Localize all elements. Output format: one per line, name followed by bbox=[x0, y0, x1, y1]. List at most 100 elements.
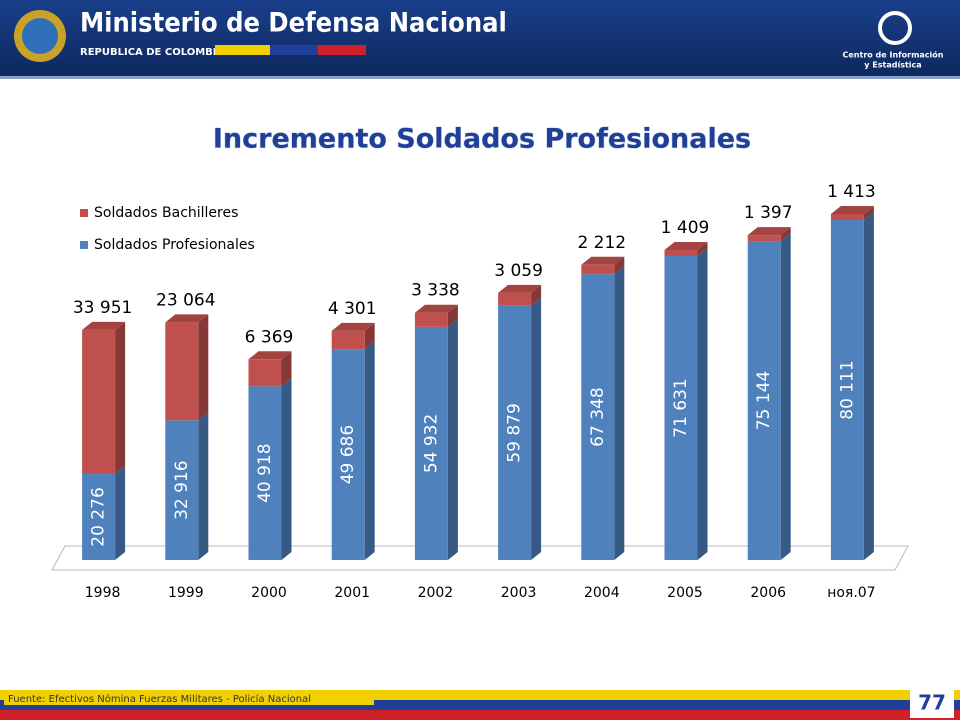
flag-red bbox=[318, 45, 366, 55]
legend-label: Soldados Profesionales bbox=[94, 237, 255, 253]
bar bbox=[414, 312, 448, 327]
footer-blue bbox=[0, 700, 960, 710]
bar-side bbox=[281, 378, 292, 560]
bar bbox=[331, 349, 365, 560]
bar-top bbox=[581, 256, 625, 265]
bar-side bbox=[115, 321, 126, 474]
bar-side bbox=[614, 256, 625, 275]
value-label: 40 918 bbox=[255, 443, 275, 502]
emblem-inner bbox=[22, 18, 58, 54]
value-label: 32 916 bbox=[172, 460, 192, 519]
bar bbox=[248, 359, 282, 387]
center-logo bbox=[878, 11, 912, 45]
flag-blue bbox=[270, 45, 318, 55]
x-tick-label: 2002 bbox=[418, 585, 454, 601]
chart-title: Incremento Soldados Profesionales bbox=[213, 124, 751, 155]
header-rule bbox=[0, 76, 960, 79]
bar bbox=[248, 386, 282, 560]
bar-side bbox=[198, 412, 209, 560]
bar-side bbox=[447, 318, 458, 560]
x-tick-label: ноя.07 bbox=[827, 585, 875, 601]
value-label: 3 059 bbox=[494, 261, 543, 281]
x-tick-label: 2006 bbox=[750, 585, 786, 601]
x-tick-label: 2003 bbox=[501, 585, 537, 601]
value-label: 80 111 bbox=[837, 360, 857, 419]
value-label: 20 276 bbox=[89, 487, 109, 546]
bar bbox=[581, 274, 615, 560]
bar-side bbox=[531, 297, 542, 560]
bar bbox=[165, 322, 199, 421]
bar-side bbox=[863, 211, 874, 560]
bar-top bbox=[414, 304, 458, 313]
page-number: 77 bbox=[918, 691, 946, 715]
x-tick-label: 2005 bbox=[667, 585, 703, 601]
bar-side bbox=[697, 247, 708, 560]
bar-top bbox=[165, 314, 209, 323]
bar-top bbox=[331, 322, 375, 331]
bar bbox=[414, 326, 448, 560]
source-box bbox=[4, 692, 374, 705]
legend-swatch bbox=[80, 209, 88, 217]
bar-side bbox=[115, 465, 126, 560]
x-tick-label: 2000 bbox=[251, 585, 287, 601]
bar-side bbox=[364, 341, 375, 560]
bar bbox=[664, 250, 698, 256]
bar bbox=[830, 214, 864, 220]
value-label: 2 212 bbox=[577, 233, 626, 253]
bar bbox=[747, 241, 781, 560]
center-name: y Estadística bbox=[864, 61, 921, 70]
country-name: REPUBLICA DE COLOMBIA bbox=[80, 47, 225, 58]
x-tick-label: 2001 bbox=[334, 585, 370, 601]
value-label: 75 144 bbox=[754, 371, 774, 430]
bar-side bbox=[364, 322, 375, 350]
bar-side bbox=[281, 351, 292, 387]
bar-top bbox=[664, 242, 708, 251]
value-label: 49 686 bbox=[338, 425, 358, 484]
value-label: 3 338 bbox=[411, 281, 460, 301]
bar bbox=[82, 473, 116, 560]
bar-top bbox=[498, 284, 542, 293]
bar-top bbox=[82, 321, 126, 330]
value-label: 1 409 bbox=[661, 218, 710, 238]
value-label: 4 301 bbox=[328, 299, 377, 319]
x-tick-label: 1998 bbox=[85, 585, 121, 601]
page-box bbox=[910, 688, 954, 718]
bar bbox=[82, 329, 116, 474]
bar bbox=[830, 219, 864, 560]
flag-yellow bbox=[215, 45, 270, 55]
value-label: 1 413 bbox=[827, 182, 876, 202]
center-name: Centro de Información bbox=[843, 50, 944, 60]
value-label: 54 932 bbox=[421, 414, 441, 473]
bar-side bbox=[863, 206, 874, 220]
footer-yellow bbox=[0, 690, 960, 700]
bar-side bbox=[780, 227, 791, 242]
bar bbox=[498, 292, 532, 306]
value-label: 6 369 bbox=[245, 327, 294, 347]
bar-side bbox=[697, 242, 708, 256]
bar-side bbox=[447, 304, 458, 327]
x-tick-label: 1999 bbox=[168, 585, 204, 601]
x-tick-label: 2004 bbox=[584, 585, 620, 601]
value-label: 1 397 bbox=[744, 203, 793, 223]
value-label: 67 348 bbox=[588, 387, 608, 446]
ministry-name: Ministerio de Defensa Nacional bbox=[80, 8, 507, 39]
header-band bbox=[0, 0, 960, 76]
bar bbox=[747, 235, 781, 242]
source: Fuente: Efectivos Nómina Fuerzas Militar… bbox=[8, 693, 311, 705]
bar-side bbox=[531, 284, 542, 306]
value-label: 33 951 bbox=[73, 298, 132, 318]
bar bbox=[664, 255, 698, 560]
footer-red bbox=[0, 710, 960, 720]
legend-label: Soldados Bachilleres bbox=[94, 205, 238, 221]
value-label: 23 064 bbox=[156, 290, 215, 310]
bar-top bbox=[830, 206, 874, 214]
bar-top bbox=[248, 351, 292, 360]
legend-swatch bbox=[80, 241, 88, 249]
bar-side bbox=[198, 314, 209, 421]
bar bbox=[165, 420, 199, 560]
bar-top bbox=[747, 227, 791, 236]
bar bbox=[331, 330, 365, 350]
value-label: 71 631 bbox=[671, 378, 691, 437]
bar bbox=[498, 305, 532, 560]
